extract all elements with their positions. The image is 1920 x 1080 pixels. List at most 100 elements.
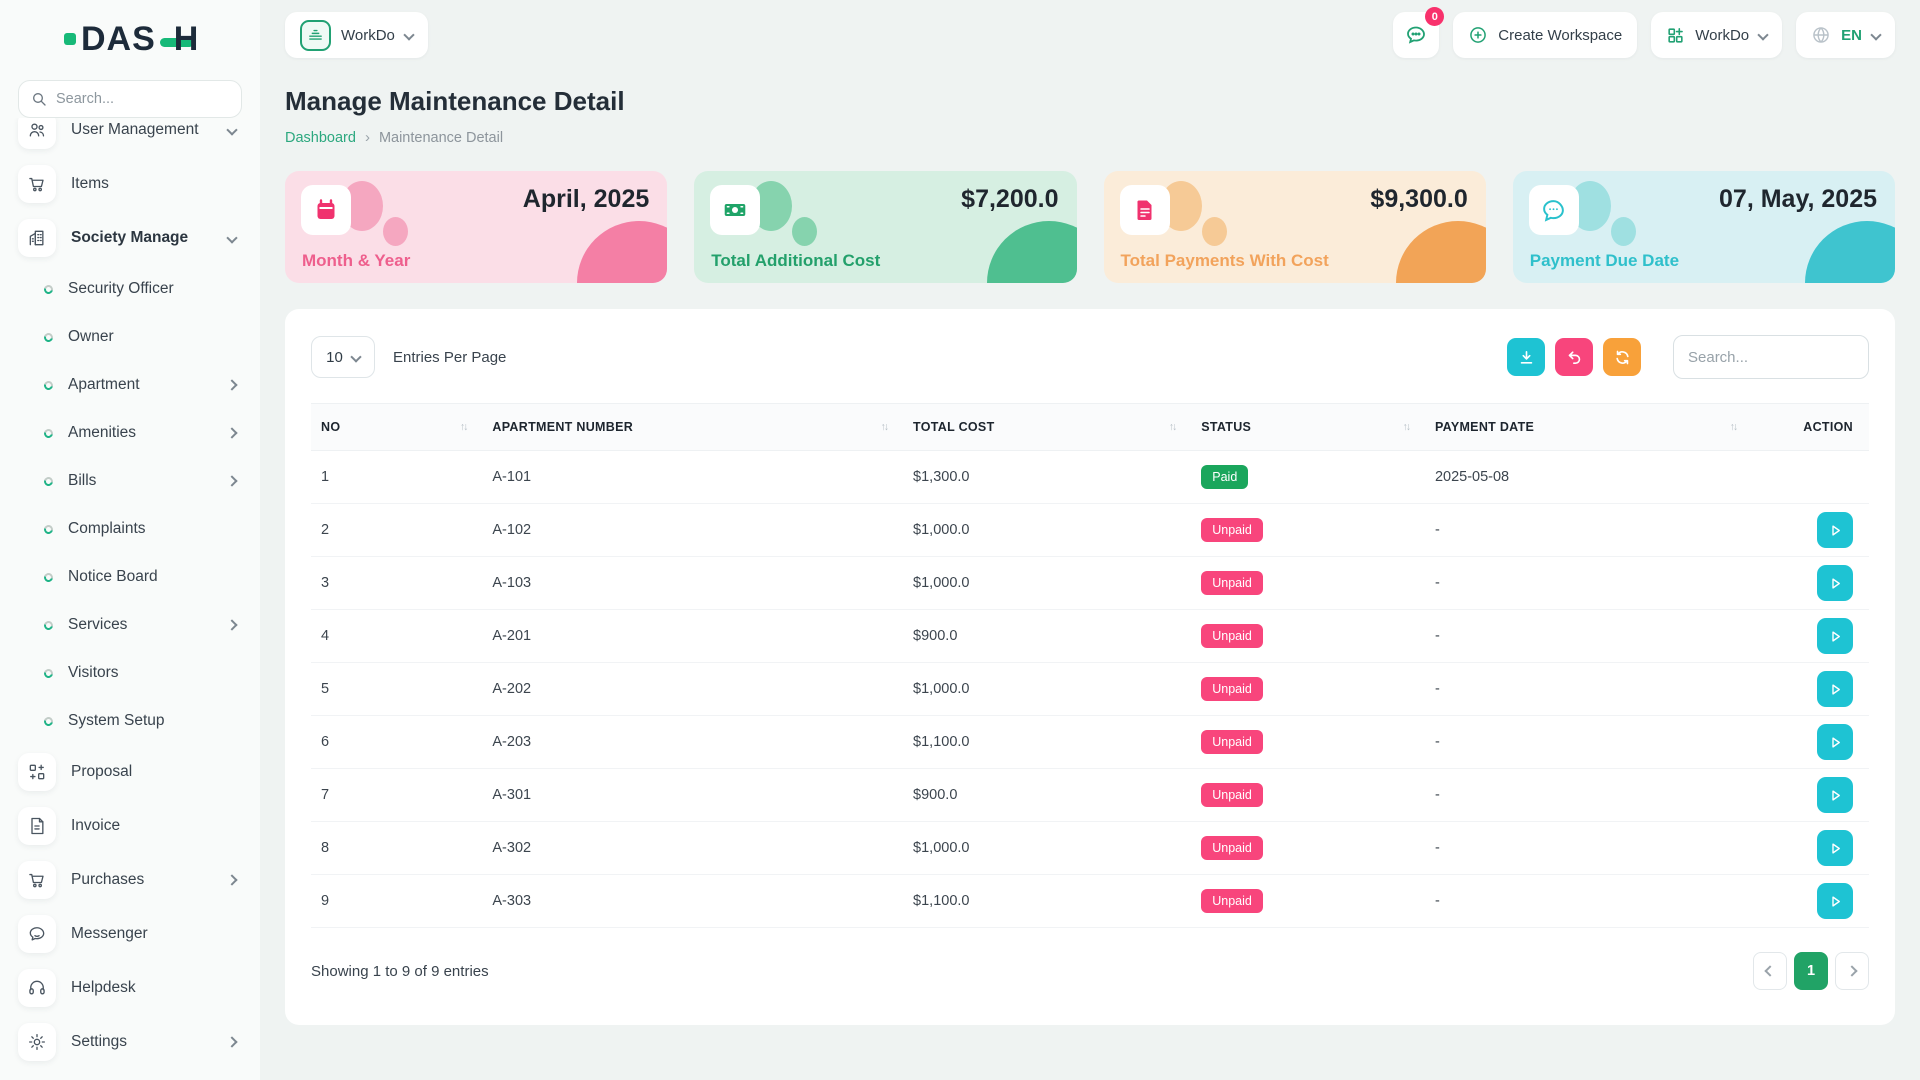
- stat-label: Total Additional Cost: [711, 251, 881, 270]
- sidebar-item-label: System Setup: [68, 712, 165, 729]
- sidebar-item-settings[interactable]: Settings: [8, 1015, 246, 1069]
- cell-apartment: A-101: [482, 450, 904, 504]
- breadcrumb-dashboard-link[interactable]: Dashboard: [285, 129, 356, 146]
- sidebar-item-visitors[interactable]: Visitors: [8, 649, 246, 697]
- table-row: 1 A-101 $1,300.0 Paid 2025-05-08: [311, 450, 1869, 504]
- cell-status: Unpaid: [1191, 503, 1425, 557]
- maintenance-table: NO ↑↓ APARTMENT NUMBER ↑↓ TOTAL COST ↑↓ STA…: [311, 403, 1869, 928]
- plus-circle-icon: [1468, 25, 1488, 45]
- cell-action: [1752, 715, 1869, 769]
- workspace-switcher[interactable]: WorkDo: [285, 12, 428, 58]
- sidebar-item-system-setup[interactable]: System Setup: [8, 697, 246, 745]
- refresh-button[interactable]: [1603, 338, 1641, 376]
- sidebar-item-proposal[interactable]: Proposal: [8, 745, 246, 799]
- sidebar-item-label: Complaints: [68, 520, 146, 537]
- sidebar-item-apartment[interactable]: Apartment: [8, 361, 246, 409]
- cell-total-cost: $900.0: [903, 609, 1192, 663]
- sidebar-item-security-officer[interactable]: Security Officer: [8, 265, 246, 313]
- sidebar-item-purchases[interactable]: Purchases: [8, 853, 246, 907]
- chevron-right-icon: [226, 475, 238, 487]
- sidebar-search-input[interactable]: [56, 91, 229, 107]
- chevron-right-icon: [226, 874, 238, 886]
- pagination-page-1[interactable]: 1: [1794, 952, 1828, 990]
- logo-text-1: DAS: [81, 19, 156, 58]
- export-button[interactable]: [1507, 338, 1545, 376]
- cell-apartment: A-203: [482, 715, 904, 769]
- chevron-down-icon: [1757, 29, 1769, 41]
- pay-action-button[interactable]: [1817, 724, 1853, 760]
- app-menu-button[interactable]: WorkDo: [1651, 12, 1783, 58]
- sidebar-item-services[interactable]: Services: [8, 601, 246, 649]
- sidebar-item-bills[interactable]: Bills: [8, 457, 246, 505]
- cell-no: 3: [311, 556, 483, 610]
- stat-value: April, 2025: [522, 185, 650, 213]
- chevron-right-icon: [1846, 965, 1858, 977]
- sidebar-item-society-manage[interactable]: Society Manage: [8, 211, 246, 265]
- cell-total-cost: $900.0: [903, 768, 1192, 822]
- sidebar-item-amenities[interactable]: Amenities: [8, 409, 246, 457]
- stat-value: 07, May, 2025: [1719, 185, 1877, 213]
- sidebar-item-complaints[interactable]: Complaints: [8, 505, 246, 553]
- status-badge: Unpaid: [1201, 518, 1263, 542]
- cell-action: [1752, 821, 1869, 875]
- chat-icon: [1528, 185, 1579, 235]
- cell-apartment: A-201: [482, 609, 904, 663]
- cell-apartment: A-303: [482, 874, 904, 928]
- sidebar-item-label: Amenities: [68, 424, 137, 441]
- gear-icon: [18, 1023, 56, 1061]
- pay-action-button[interactable]: [1817, 565, 1853, 601]
- pagination-next-button[interactable]: [1835, 952, 1869, 990]
- column-header-apartment-number[interactable]: APARTMENT NUMBER ↑↓: [482, 403, 904, 451]
- entries-per-page-label: Entries Per Page: [393, 348, 507, 366]
- column-header-no[interactable]: NO ↑↓: [311, 403, 483, 451]
- calendar-icon: [301, 185, 351, 235]
- sort-icon: ↑↓: [459, 421, 468, 433]
- sidebar-search[interactable]: [18, 80, 242, 118]
- entries-per-page-select[interactable]: 10: [311, 336, 375, 378]
- pay-action-button[interactable]: [1817, 777, 1853, 813]
- pay-action-button[interactable]: [1817, 883, 1853, 919]
- logo-text-2: H: [173, 19, 200, 58]
- table-row: 8 A-302 $1,000.0 Unpaid -: [311, 821, 1869, 875]
- receipt-icon: [1119, 185, 1170, 235]
- sidebar-item-notice-board[interactable]: Notice Board: [8, 553, 246, 601]
- cell-payment-date: -: [1424, 874, 1753, 928]
- cell-status: Unpaid: [1191, 821, 1425, 875]
- table-search-input[interactable]: [1673, 335, 1869, 379]
- language-selector[interactable]: EN: [1796, 12, 1895, 58]
- topbar: WorkDo 0 Create Workspace: [285, 7, 1895, 60]
- showing-entries-text: Showing 1 to 9 of 9 entries: [311, 962, 489, 980]
- sidebar-item-items[interactable]: Items: [8, 157, 246, 211]
- chevron-down-icon: [1870, 29, 1882, 41]
- sidebar-item-label: User Management: [71, 121, 199, 138]
- cell-no: 2: [311, 503, 483, 557]
- sidebar-item-label: Helpdesk: [71, 979, 136, 996]
- sidebar-item-user-management[interactable]: User Management: [8, 118, 246, 157]
- column-header-payment-date[interactable]: PAYMENT DATE ↑↓: [1424, 403, 1753, 451]
- column-header-total-cost[interactable]: TOTAL COST ↑↓: [903, 403, 1192, 451]
- pay-action-button[interactable]: [1817, 830, 1853, 866]
- cell-action: [1752, 503, 1869, 557]
- pay-action-button[interactable]: [1817, 618, 1853, 654]
- stat-value: $9,300.0: [1370, 185, 1468, 213]
- sidebar-item-helpdesk[interactable]: Helpdesk: [8, 961, 246, 1015]
- sidebar-item-owner[interactable]: Owner: [8, 313, 246, 361]
- messages-button[interactable]: 0: [1393, 7, 1445, 58]
- sidebar-item-messenger[interactable]: Messenger: [8, 907, 246, 961]
- sidebar-item-invoice[interactable]: Invoice: [8, 799, 246, 853]
- sidebar-item-label: Items: [71, 175, 109, 192]
- pay-action-button[interactable]: [1817, 512, 1853, 548]
- chevron-down-icon: [226, 124, 238, 136]
- create-workspace-button[interactable]: Create Workspace: [1453, 12, 1638, 58]
- create-workspace-label: Create Workspace: [1498, 26, 1623, 44]
- stat-value: $7,200.0: [961, 185, 1059, 213]
- stat-card-total-payments: $9,300.0 Total Payments With Cost: [1103, 171, 1486, 283]
- chevron-down-icon: [403, 29, 415, 41]
- status-badge: Unpaid: [1201, 783, 1263, 807]
- pay-action-button[interactable]: [1817, 671, 1853, 707]
- reset-button[interactable]: [1555, 338, 1593, 376]
- pagination-prev-button[interactable]: [1753, 952, 1787, 990]
- cell-apartment: A-301: [482, 768, 904, 822]
- column-header-status[interactable]: STATUS ↑↓: [1191, 403, 1425, 451]
